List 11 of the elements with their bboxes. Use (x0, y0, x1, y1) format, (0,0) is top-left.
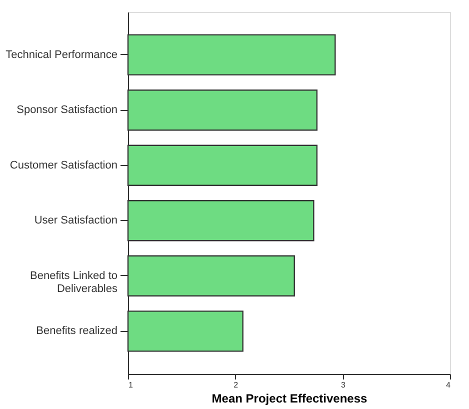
x-axis-title: Mean Project Effectiveness (212, 392, 368, 406)
y-tick-label: Sponsor Satisfaction (16, 104, 118, 116)
x-tick-label: 4 (446, 380, 452, 390)
x-tick-label: 3 (340, 380, 346, 390)
y-tick-label: Benefits realized (36, 325, 118, 338)
y-tick-label: Customer Satisfaction (10, 159, 118, 172)
y-tick-label: Benefits Linked to Deliverables (30, 270, 118, 295)
y-tick-label: Technical Performance (6, 48, 118, 61)
x-tick-label: 1 (128, 380, 134, 390)
x-tick-label: 2 (234, 380, 239, 390)
y-tick-label: User Satisfaction (34, 214, 118, 227)
